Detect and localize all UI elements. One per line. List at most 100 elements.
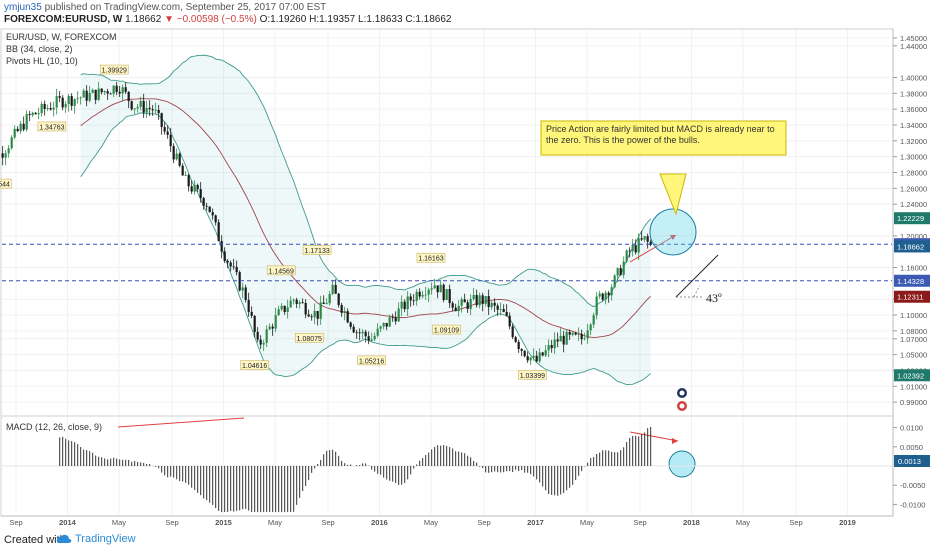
time-tick-label: 2017 (527, 518, 544, 527)
candle-body (478, 295, 481, 306)
candle-body (277, 309, 280, 316)
candle-body (100, 88, 103, 93)
candle-body (67, 96, 70, 105)
pivot-box (240, 360, 269, 370)
price-tag-label: 1.14328 (897, 277, 924, 286)
candle-body (436, 285, 439, 293)
bb-fill (80, 55, 651, 385)
candle-body (262, 342, 265, 345)
callout-box[interactable] (540, 120, 787, 156)
candle-body (124, 87, 127, 92)
candle-body (520, 349, 523, 351)
macd-value-label: 0.0013 (898, 457, 921, 466)
candle-body (37, 113, 40, 115)
candle-body (175, 153, 178, 160)
time-axis[interactable]: Sep 2014 May Sep 2015 May Sep 2016 May Sep 2017 May… (9, 518, 856, 527)
candle-body (613, 275, 616, 288)
candle-body (304, 302, 307, 315)
candle-body (460, 299, 463, 306)
candle-body (268, 326, 271, 330)
candle-body (70, 96, 73, 106)
candle-body (280, 305, 283, 310)
candle-body (13, 128, 16, 138)
candle-body (364, 331, 367, 337)
price-tag-label: 1.18662 (897, 242, 924, 251)
price-tick-label: 1.10000 (900, 311, 927, 320)
price-tag (894, 240, 930, 253)
candle-body (208, 206, 211, 213)
pivot-label: 1.27544 (0, 182, 10, 189)
macd-tick-label: 0.0100 (900, 424, 923, 433)
indicator-pivots-label[interactable]: Pivots HL (10, 10) (6, 56, 78, 66)
candle-body (316, 310, 319, 319)
indicator-bb-label[interactable]: BB (34, close, 2) (6, 44, 73, 54)
pivot-box (518, 369, 547, 380)
candle-body (376, 328, 379, 336)
candle-body (628, 250, 631, 252)
candle-body (310, 316, 313, 318)
price-tick-label: 1.45000 (900, 34, 927, 43)
price-tick-label: 1.44000 (900, 42, 927, 51)
tradingview-brand[interactable]: TradingView (56, 533, 136, 545)
candle-body (76, 98, 79, 100)
candle-body (64, 104, 67, 108)
macd-title[interactable]: MACD (12, 26, close, 9) (6, 422, 102, 432)
candle-body (220, 241, 223, 252)
candle-body (457, 305, 460, 312)
candle-body (151, 109, 154, 111)
candle-body (157, 109, 160, 114)
candle-body (610, 287, 613, 296)
candle-body (544, 350, 547, 356)
pivot-label: 1.09109 (434, 328, 459, 335)
candle-body (325, 303, 328, 304)
candle-body (154, 109, 157, 111)
candle-body (226, 260, 229, 263)
candle-body (229, 262, 232, 267)
candle-body (649, 241, 652, 245)
candle-body (7, 148, 10, 154)
price-tag (894, 274, 930, 287)
candle-body (622, 261, 625, 275)
low-value: L:1.18633 (358, 14, 403, 25)
chart-title: EUR/USD, W, FOREXCOM (6, 32, 117, 42)
candle-body (508, 315, 511, 327)
candle-body (196, 184, 199, 190)
candle-body (214, 215, 217, 223)
candle-body (604, 292, 607, 300)
time-tick-label: Sep (9, 518, 22, 527)
candle-body (1, 153, 4, 158)
candle-body (244, 287, 247, 300)
time-tick-label: May (580, 518, 594, 527)
macd-axis[interactable]: 0.0100 0.0050 -0.0050 -0.0100 0.0013 (893, 424, 930, 510)
author-link[interactable]: ymjun35 (4, 2, 42, 13)
candle-body (385, 322, 388, 327)
time-tick-label: May (112, 518, 126, 527)
candle-body (172, 146, 175, 160)
candle-body (298, 302, 301, 304)
candle-body (361, 331, 364, 334)
candle-body (319, 302, 322, 319)
angle-arc (693, 285, 701, 298)
candle-body (571, 332, 574, 335)
pivot-box (294, 332, 324, 343)
candle-body (349, 322, 352, 327)
candle-body (574, 332, 577, 335)
high-value: H:1.19357 (309, 14, 356, 25)
price-tick-label: 1.16000 (900, 264, 927, 273)
candle-body (334, 284, 337, 294)
price-tag-label: 1.12311 (897, 293, 924, 302)
candle-body (199, 189, 202, 199)
candle-body (475, 294, 478, 306)
candle-body (634, 245, 637, 253)
time-tick-label: May (424, 518, 438, 527)
price-tag (894, 369, 930, 382)
candle-body (103, 91, 106, 93)
candle-body (130, 101, 133, 110)
event-flag-icon-center (679, 390, 685, 396)
candle-body (313, 310, 316, 318)
candle-body (61, 97, 64, 108)
candle-body (490, 302, 493, 308)
candle-body (58, 96, 61, 98)
candle-body (367, 336, 370, 341)
